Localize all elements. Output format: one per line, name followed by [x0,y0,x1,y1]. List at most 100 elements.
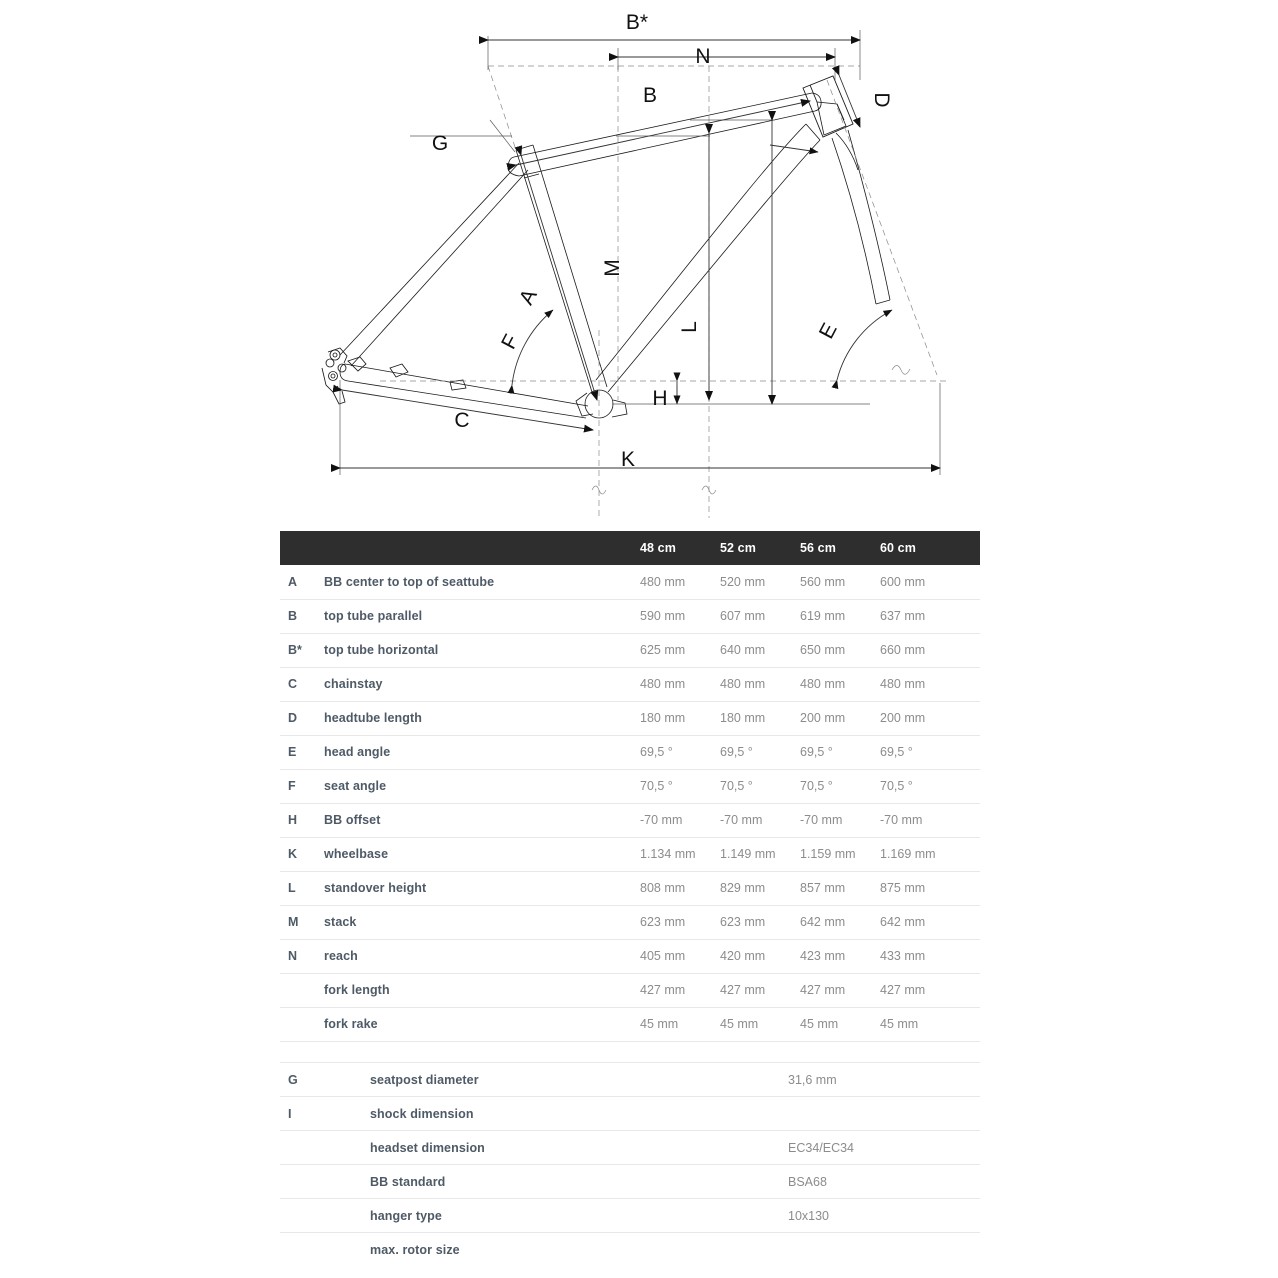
row-value-56: 69,5 ° [800,735,880,770]
dim-label-A: A [515,285,542,308]
row-value-60: 600 mm [880,565,960,600]
row-value-52: 69,5 ° [720,735,800,770]
row-value-60: 480 mm [880,667,960,702]
row-label: BB standard [324,1164,788,1199]
row-value: BSA68 [788,1164,980,1199]
row-value-56: 70,5 ° [800,769,880,804]
row-value-48: 623 mm [640,905,720,940]
row-letter: C [280,667,324,702]
row-letter: K [280,837,324,872]
geometry-table-header-row: 48 cm 52 cm 56 cm 60 cm [280,531,980,565]
row-letter: M [280,905,324,940]
row-letter: A [280,565,324,600]
row-value-52: 70,5 ° [720,769,800,804]
table-row: I shock dimension [280,1096,980,1131]
dim-label-H: H [652,387,667,410]
row-pad [960,769,980,804]
table-row: D headtube length 180 mm 180 mm 200 mm 2… [280,701,980,736]
row-label: max. rotor size [370,1242,460,1257]
row-letter: G [280,1062,324,1097]
row-value-60: 1.169 mm [880,837,960,872]
row-value-56: 560 mm [800,565,880,600]
row-value-56: 200 mm [800,701,880,736]
row-value-60: 875 mm [880,871,960,906]
table-row: B top tube parallel 590 mm 607 mm 619 mm… [280,599,980,634]
row-value-60: 427 mm [880,973,960,1008]
dim-label-E: E [815,319,842,342]
table-row: fork length 427 mm 427 mm 427 mm 427 mm [280,973,980,1008]
row-value: 10x130 [788,1198,980,1233]
row-value-52: -70 mm [720,803,800,838]
row-pad [960,667,980,702]
row-value-52: 427 mm [720,973,800,1008]
row-letter [280,973,324,1008]
row-letter: E [280,735,324,770]
row-value-48: 808 mm [640,871,720,906]
row-pad [960,871,980,906]
table-row: B* top tube horizontal 625 mm 640 mm 650… [280,633,980,668]
row-value-52: 829 mm [720,871,800,906]
row-value-60: 642 mm [880,905,960,940]
row-label: reach [324,939,640,974]
dim-label-D: D [870,92,893,107]
row-label: BB offset [324,803,640,838]
row-value-56: 45 mm [800,1007,880,1042]
header-size-48: 48 cm [640,541,676,555]
row-value: 31,6 mm [788,1062,980,1097]
row-value-56: 1.159 mm [800,837,880,872]
row-value-56: -70 mm [800,803,880,838]
row-letter [280,1233,324,1267]
header-pad [960,531,980,565]
row-label: BB center to top of seattube [324,565,640,600]
row-pad [960,939,980,974]
table-row: C chainstay 480 mm 480 mm 480 mm 480 mm [280,667,980,702]
table-row: G seatpost diameter 31,6 mm [280,1062,980,1097]
row-value-48: 590 mm [640,599,720,634]
row-value-52: 640 mm [720,633,800,668]
row-label: chainstay [324,667,640,702]
row-value-60: 70,5 ° [880,769,960,804]
row-pad [960,565,980,600]
row-value-60: 45 mm [880,1007,960,1042]
table-row: fork rake 45 mm 45 mm 45 mm 45 mm [280,1007,980,1042]
row-value-60: 637 mm [880,599,960,634]
row-value-52: 420 mm [720,939,800,974]
table-row: headset dimension EC34/EC34 [280,1130,980,1165]
row-pad [960,973,980,1008]
table-row: N reach 405 mm 420 mm 423 mm 433 mm [280,939,980,974]
frame-geometry-diagram: B* N B D G M A F L E C H K [300,0,980,520]
table-row: H BB offset -70 mm -70 mm -70 mm -70 mm [280,803,980,838]
row-label: headset dimension [324,1130,788,1165]
header-size-56: 56 cm [800,541,836,555]
row-label: top tube parallel [324,599,640,634]
row-value-48: 45 mm [640,1007,720,1042]
row-value-52: 45 mm [720,1007,800,1042]
row-letter: N [280,939,324,974]
dim-label-F: F [497,331,523,353]
row-value [788,1096,980,1131]
row-letter: H [280,803,324,838]
row-value-52: 520 mm [720,565,800,600]
header-label-blank [324,531,640,565]
row-pad [960,905,980,940]
dim-label-N: N [695,45,710,68]
row-value-56: 423 mm [800,939,880,974]
row-value-48: -70 mm [640,803,720,838]
row-value-56: 650 mm [800,633,880,668]
row-value-56: 427 mm [800,973,880,1008]
row-label: top tube horizontal [324,633,640,668]
row-letter: D [280,701,324,736]
row-value-48: 69,5 ° [640,735,720,770]
row-label: head angle [324,735,640,770]
dim-label-K: K [621,448,635,471]
table-row: A BB center to top of seattube 480 mm 52… [280,565,980,600]
row-value-52: 480 mm [720,667,800,702]
row-label: seatpost diameter [324,1062,788,1097]
row-value-52: 623 mm [720,905,800,940]
row-value-56: 480 mm [800,667,880,702]
row-label: hanger type [324,1198,788,1233]
row-value-48: 180 mm [640,701,720,736]
header-size-52: 52 cm [720,541,756,555]
table-row: hanger type 10x130 [280,1198,980,1233]
row-value-56: 642 mm [800,905,880,940]
